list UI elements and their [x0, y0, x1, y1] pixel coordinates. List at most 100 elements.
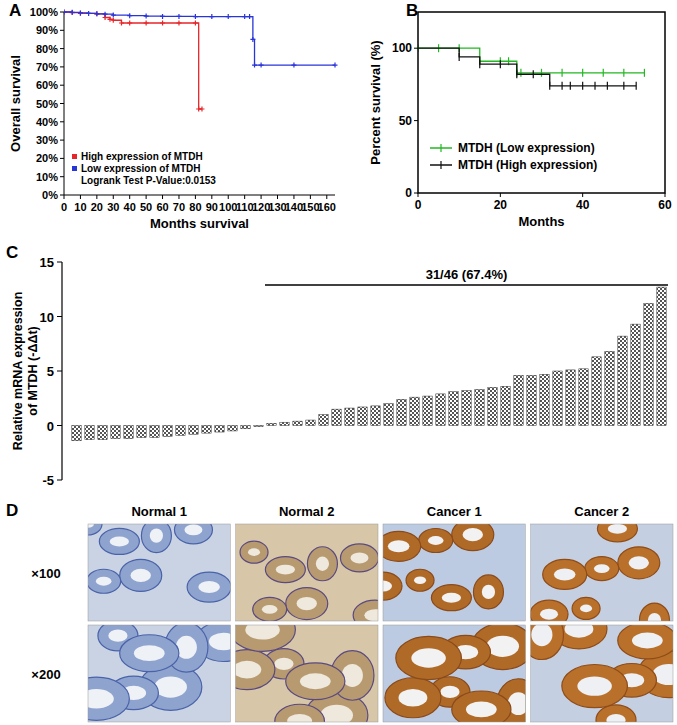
- x-tick-label: 160: [318, 201, 336, 213]
- gland: [543, 559, 587, 589]
- censor-mark: [199, 106, 204, 111]
- micrograph: [88, 625, 231, 722]
- censor-mark: [582, 82, 583, 90]
- bar: [306, 420, 315, 425]
- x-tick-label: 40: [124, 201, 136, 213]
- gland: [406, 569, 434, 591]
- y-axis-label: Relative mRNA expressionof MTDH (-ΔΔt): [11, 292, 40, 451]
- censor-mark: [603, 69, 604, 77]
- micrograph: [236, 524, 379, 621]
- lumen: [531, 625, 552, 646]
- gland: [120, 559, 162, 591]
- censor-mark: [78, 11, 83, 16]
- gland: [240, 541, 268, 563]
- y-tick-label: 10: [40, 310, 54, 325]
- censor-mark: [561, 69, 562, 77]
- x-tick-label: 90: [206, 201, 218, 213]
- x-tick: [244, 195, 245, 199]
- censor-mark: [594, 82, 595, 90]
- lumen: [248, 548, 260, 556]
- lumen: [108, 630, 127, 642]
- lumen: [287, 714, 312, 722]
- micrograph-border: [236, 625, 379, 722]
- column-label: Normal 1: [131, 504, 187, 519]
- legend-label: MTDH (Low expression): [458, 141, 595, 155]
- y-tick-label: 15: [40, 255, 54, 270]
- y-tick: [60, 66, 64, 67]
- censor-mark: [459, 53, 460, 61]
- annotation: Logrank Test P-Value:0.0153: [81, 175, 216, 186]
- y-tick-label: 40%: [36, 116, 58, 128]
- gland: [99, 528, 139, 554]
- micrograph-border: [383, 524, 526, 621]
- bar: [605, 351, 614, 425]
- censor-mark: [64, 10, 67, 15]
- bar: [449, 392, 458, 426]
- lumen: [150, 528, 163, 542]
- censor-mark: [70, 10, 75, 15]
- gland: [286, 588, 328, 620]
- y-tick-label: 100: [392, 41, 412, 55]
- row-label: ×200: [31, 667, 60, 682]
- lumen: [540, 609, 558, 620]
- x-tick: [310, 195, 311, 199]
- y-tick: [57, 480, 62, 481]
- y-tick-label: 0: [47, 419, 54, 434]
- y-tick-label: 80%: [36, 43, 58, 55]
- censor-mark: [94, 11, 99, 16]
- y-tick-label: 60%: [36, 79, 58, 91]
- bar: [85, 426, 94, 440]
- bar: [319, 415, 328, 426]
- panel-d: DNormal 1Normal 2Cancer 1Cancer 2×100×20…: [6, 501, 677, 725]
- lumen: [414, 576, 426, 584]
- x-tick: [146, 195, 147, 199]
- lumen: [428, 536, 444, 545]
- censor-mark: [193, 20, 198, 25]
- lumen: [88, 689, 114, 708]
- lumen: [300, 673, 331, 689]
- censor-mark: [418, 44, 419, 52]
- bar: [579, 369, 588, 426]
- y-axis-label-line: of MTDH (-ΔΔt): [26, 326, 40, 415]
- y-tick: [60, 121, 64, 122]
- bar: [410, 397, 419, 425]
- bar: [72, 426, 81, 441]
- panel-label: C: [6, 243, 18, 262]
- censor-mark: [418, 44, 419, 52]
- bar: [514, 375, 523, 425]
- y-tick-label: 20%: [36, 152, 58, 164]
- micrograph-border: [531, 625, 674, 722]
- x-tick: [64, 195, 65, 199]
- lumen: [632, 633, 663, 649]
- lumen: [320, 705, 353, 722]
- y-tick: [60, 195, 64, 196]
- y-tick: [60, 140, 64, 141]
- lumen: [184, 524, 202, 535]
- x-tick: [211, 195, 212, 199]
- legend-swatch: [440, 161, 441, 169]
- bar: [475, 390, 484, 426]
- lumen: [580, 605, 592, 613]
- x-axis-label: Months: [518, 214, 564, 229]
- censor-mark: [160, 20, 165, 25]
- y-tick: [60, 85, 64, 86]
- bar: [254, 426, 263, 427]
- censor-mark: [193, 14, 198, 19]
- lumen: [388, 540, 410, 552]
- y-tick-label: 70%: [36, 61, 58, 73]
- y-tick-label: 0: [405, 186, 412, 200]
- y-tick-label: 50: [399, 114, 413, 128]
- x-tick-label: 30: [107, 201, 119, 213]
- censor-mark: [623, 69, 624, 77]
- lumen: [608, 524, 627, 534]
- annotation: 31/46 (67.4%): [426, 267, 508, 282]
- y-tick-label: 90%: [36, 24, 58, 36]
- bar: [384, 404, 393, 426]
- annotation-bracket: [265, 284, 668, 286]
- x-tick-label: 80: [189, 201, 201, 213]
- y-tick: [60, 30, 64, 31]
- survival-line: [418, 48, 644, 73]
- lumen: [96, 577, 112, 586]
- gland: [120, 635, 179, 672]
- lumen: [399, 689, 428, 707]
